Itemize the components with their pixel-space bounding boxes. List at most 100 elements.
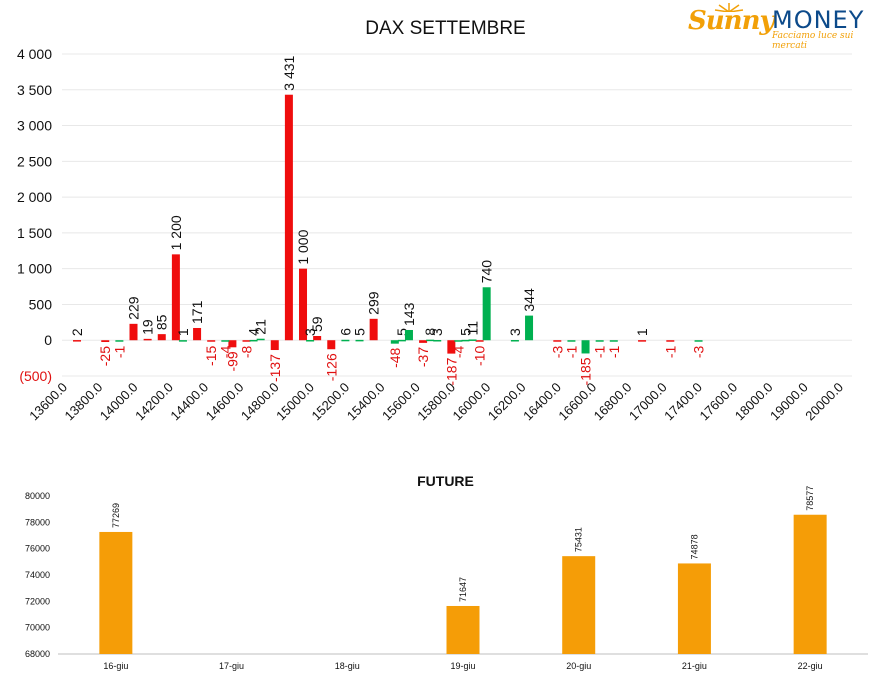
bar (397, 339, 406, 342)
x-tick-label: 15600.0 (379, 380, 423, 424)
data-label: -15 (203, 346, 219, 366)
data-label: 77269 (111, 503, 121, 528)
y-tick-label: 2 000 (17, 189, 52, 205)
y-tick-label: 72000 (25, 596, 50, 606)
data-label: 78577 (805, 486, 815, 511)
bar (249, 339, 258, 342)
bar (404, 329, 413, 341)
y-tick-label: 4 000 (17, 46, 52, 62)
bar (694, 340, 703, 342)
bar (207, 340, 216, 342)
data-label: 229 (126, 296, 142, 320)
data-label: 6 (337, 328, 353, 336)
data-label: -48 (387, 347, 403, 367)
bar (193, 327, 202, 341)
bar (341, 339, 350, 342)
x-tick-label: 18-giu (335, 661, 360, 671)
bar (129, 323, 138, 341)
data-label: 3 (429, 328, 445, 336)
bar (355, 339, 364, 342)
bar (313, 336, 322, 341)
data-label: -187 (443, 357, 459, 385)
x-tick-label: 17000.0 (626, 380, 670, 424)
data-label: 3 (507, 328, 523, 336)
data-label: 5 (352, 328, 368, 336)
y-tick-label: 74000 (25, 570, 50, 580)
bar (666, 340, 675, 342)
x-tick-label: 15000.0 (273, 380, 317, 424)
x-tick-label: 19-giu (450, 661, 475, 671)
bar (143, 338, 152, 341)
x-tick-label: 20000.0 (802, 380, 846, 424)
data-label: 171 (189, 300, 205, 324)
x-tick-label: 17600.0 (696, 380, 740, 424)
data-label: 21 (253, 319, 269, 335)
bar (581, 340, 590, 354)
data-label: -1 (563, 346, 579, 359)
data-label: 740 (479, 260, 495, 284)
data-label: 59 (309, 316, 325, 332)
logo-word-sunny: Sunny (688, 6, 775, 36)
bar (178, 340, 187, 342)
main-chart-title: DAX SETTEMBRE (365, 18, 526, 39)
data-label: 4 (246, 328, 262, 336)
x-tick-label: 14600.0 (203, 380, 247, 424)
bar (609, 340, 618, 342)
y-tick-label: 1 500 (17, 225, 52, 241)
x-tick-label: 16-giu (103, 661, 128, 671)
bar (525, 315, 534, 341)
x-tick-label: 13600.0 (26, 380, 70, 424)
data-label: -1 (111, 346, 127, 359)
bar (157, 334, 166, 341)
data-label: -1 (592, 346, 608, 359)
data-label: -4 (450, 346, 466, 359)
y-tick-label: 76000 (25, 544, 50, 554)
y-tick-label: 500 (29, 296, 53, 312)
bar (242, 340, 251, 342)
data-label: 85 (154, 314, 170, 330)
x-tick-label: 15200.0 (308, 380, 352, 424)
bar (562, 556, 596, 654)
data-label: -1 (606, 346, 622, 359)
x-tick-label: 14800.0 (238, 380, 282, 424)
data-label: 75431 (574, 527, 584, 552)
x-tick-label: 17400.0 (661, 380, 705, 424)
data-label: 1 (634, 328, 650, 336)
bar (101, 340, 110, 343)
sun-icon (714, 3, 744, 12)
bar (677, 563, 711, 654)
bar (433, 340, 442, 342)
y-tick-label: 3 500 (17, 82, 52, 98)
bar (284, 94, 293, 341)
x-tick-label: 22-giu (798, 661, 823, 671)
data-label: 5 (457, 328, 473, 336)
data-label: 344 (521, 288, 537, 312)
x-tick-label: 16400.0 (520, 380, 564, 424)
bar (447, 340, 456, 354)
bar (256, 338, 265, 341)
bar (115, 340, 124, 342)
x-tick-label: 16800.0 (591, 380, 635, 424)
bar (468, 339, 477, 341)
data-label: -10 (472, 346, 488, 366)
x-tick-label: 15400.0 (344, 380, 388, 424)
data-label: 3 431 (281, 55, 297, 90)
bar (299, 268, 308, 341)
x-tick-label: 13800.0 (62, 380, 106, 424)
bar (419, 340, 428, 343)
bar (390, 340, 399, 344)
bar (306, 340, 315, 342)
y-tick-label: 70000 (25, 623, 50, 633)
bar (369, 318, 378, 341)
data-label: 3 (302, 328, 318, 336)
data-label: 1 200 (168, 215, 184, 250)
bar (171, 254, 180, 341)
dax-open-interest-chart: 4 000 3 500 3 000 2 500 2 000 1 500 1 000 500 0 (… (17, 46, 852, 424)
y-tick-label: (500) (19, 368, 52, 384)
y-tick-label: 1 000 (17, 261, 52, 277)
data-label: 143 (401, 302, 417, 326)
future-chart-title: FUTURE (417, 473, 474, 489)
data-label: 19 (140, 319, 156, 335)
x-tick-label: 16200.0 (485, 380, 529, 424)
y-tick-label: 80000 (25, 491, 50, 501)
